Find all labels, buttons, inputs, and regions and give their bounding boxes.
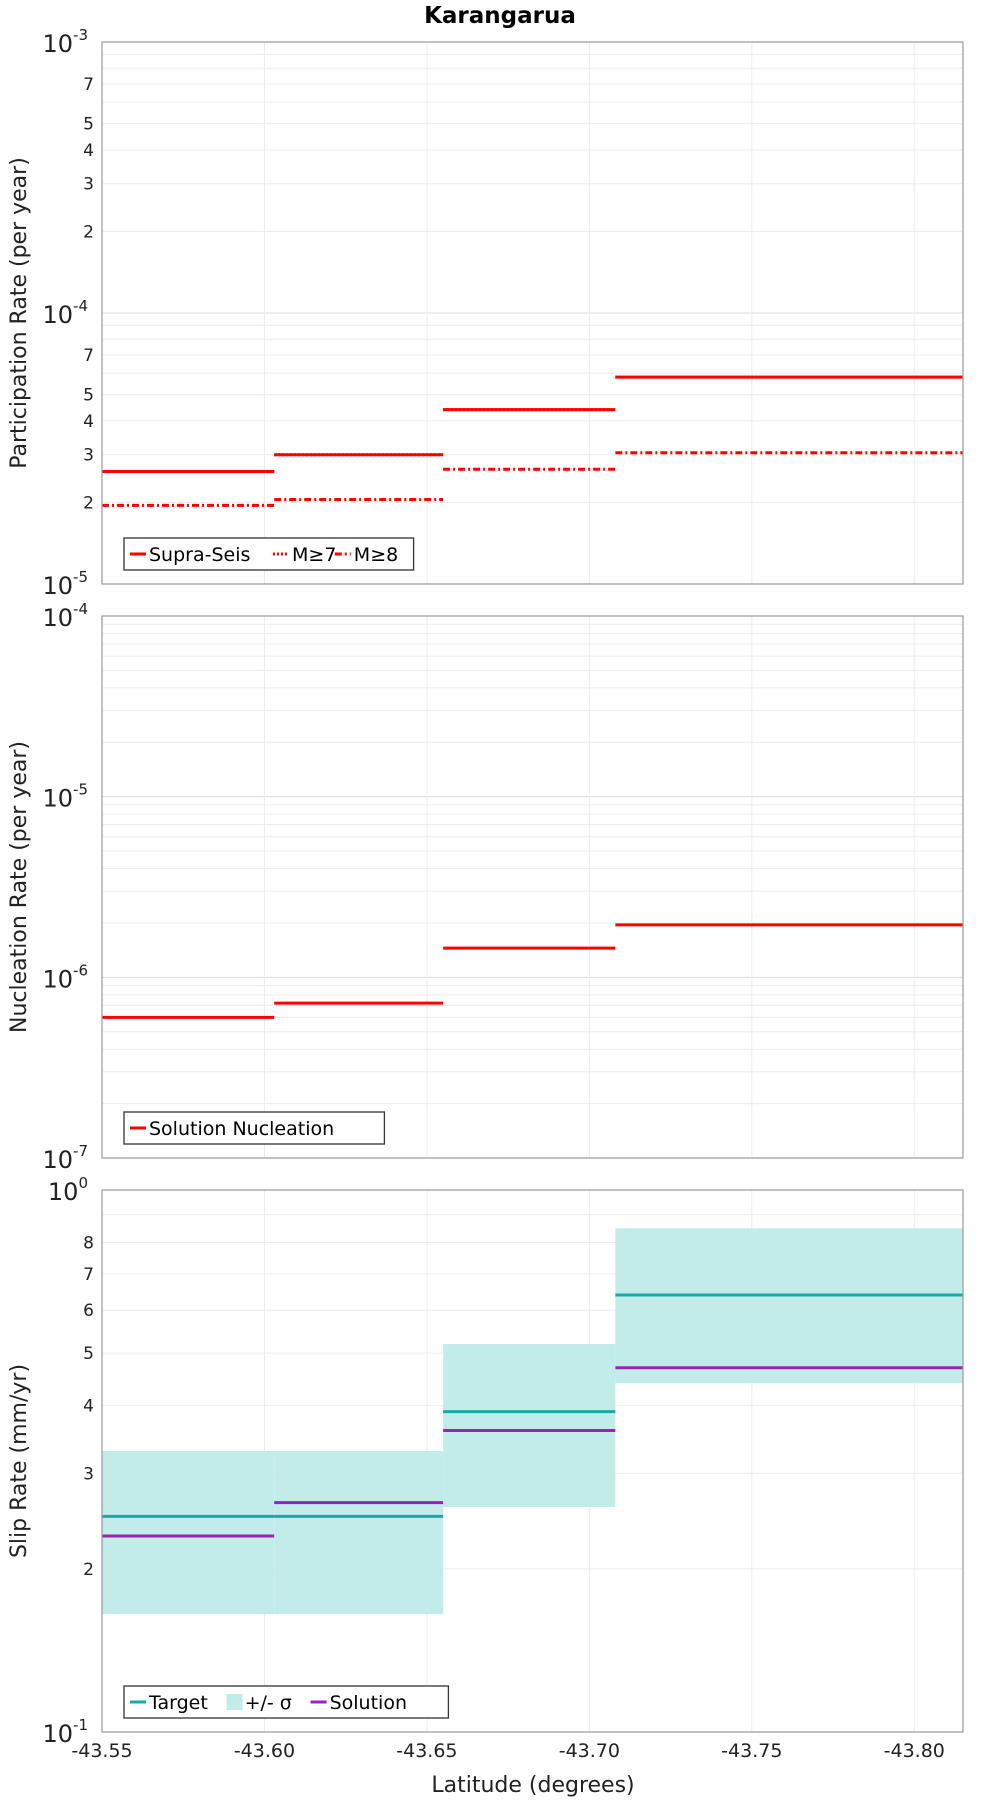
y-tick-label: 10-6 [42, 961, 88, 993]
series-1 [102, 375, 963, 474]
y-tick-label: 8 [83, 1234, 94, 1254]
series-2 [102, 451, 963, 507]
plot-frame [101, 615, 964, 1159]
y-tick-label: 7 [83, 346, 94, 366]
y-tick-label: 7 [83, 1265, 94, 1285]
y-tick-label: 4 [83, 141, 94, 161]
legend-box [123, 537, 415, 571]
y-tick-label: 10-4 [42, 600, 88, 632]
legend-entry: M≥8 [354, 544, 398, 566]
y-axis-title: Slip Rate (mm/yr) [7, 1364, 32, 1558]
y-tick-label: 3 [83, 446, 94, 466]
series-0 [102, 1293, 963, 1518]
series-2 [102, 1366, 963, 1538]
slip-rate-panel: 100 8 7 6 5 4 3 2 10-1 Slip Rate (mm/yr) Target +/-… [7, 1174, 964, 1748]
legend-box [123, 1685, 450, 1719]
x-axis-ticks: -43.55 -43.60 -43.65 -43.70 -43.75 -43.80 [71, 1740, 945, 1762]
y-tick-label: 6 [83, 1301, 94, 1321]
y-tick-label: 2 [83, 1560, 94, 1580]
x-tick-label: -43.65 [396, 1740, 457, 1762]
plot-frame [101, 1189, 964, 1733]
legend: Supra-Seis M≥7 M≥8 [123, 537, 415, 571]
legend-entry: Solution Nucleation [149, 1118, 334, 1140]
y-tick-label: 10-5 [42, 781, 88, 813]
legend-entry: Target [148, 1692, 208, 1714]
y-axis-title: Nucleation Rate (per year) [7, 741, 32, 1033]
legend-entry: Supra-Seis [149, 544, 250, 566]
y-tick-label: 3 [83, 1464, 94, 1484]
y-tick-label: 5 [83, 386, 94, 406]
sigma-band-segment [615, 1228, 963, 1384]
x-tick-label: -43.75 [721, 1740, 782, 1762]
x-tick-label: -43.60 [234, 1740, 295, 1762]
plot-area [102, 616, 963, 1158]
legend: Target +/- σ Solution [123, 1685, 450, 1719]
y-tick-label: 7 [83, 75, 94, 95]
legend-entry: M≥7 [292, 544, 336, 566]
legend: Solution Nucleation [123, 1111, 386, 1145]
x-axis-title: Latitude (degrees) [431, 1773, 634, 1798]
sigma-band-segment [274, 1450, 444, 1615]
legend-entry: Solution [330, 1692, 407, 1714]
y-tick-label: 10-1 [42, 1716, 88, 1748]
participation-panel: 10-3 7 5 4 3 2 10-4 7 5 4 3 2 10-5 Participation Rate… [7, 26, 964, 600]
legend-swatch [226, 1694, 243, 1710]
y-tick-label: 100 [48, 1174, 88, 1206]
sigma-band-segment [443, 1343, 616, 1508]
x-tick-label: -43.55 [71, 1740, 132, 1762]
plot-frame [101, 41, 964, 585]
y-tick-label: 10-7 [42, 1142, 88, 1174]
series-0 [102, 923, 963, 1019]
sigma-band-segment [102, 1450, 275, 1615]
x-tick-label: -43.80 [884, 1740, 945, 1762]
legend-box [123, 1111, 386, 1145]
y-tick-label: 5 [83, 115, 94, 135]
chart-title: Karangarua [424, 3, 576, 29]
legend-entry: +/- σ [245, 1692, 292, 1714]
y-tick-label: 3 [83, 175, 94, 195]
y-tick-label: 10-3 [42, 26, 88, 58]
y-tick-label: 5 [83, 1344, 94, 1364]
nucleation-panel: 10-4 10-5 10-6 10-7 Nucleation Rate (per yea… [7, 600, 964, 1174]
y-tick-label: 10-5 [42, 568, 88, 600]
y-tick-label: 2 [83, 222, 94, 242]
y-tick-label: 2 [83, 493, 94, 513]
y-tick-label: 4 [83, 412, 94, 432]
y-tick-label: 10-4 [42, 297, 88, 329]
x-tick-label: -43.70 [559, 1740, 620, 1762]
y-tick-label: 4 [83, 1397, 94, 1417]
y-axis-title: Participation Rate (per year) [7, 157, 32, 469]
